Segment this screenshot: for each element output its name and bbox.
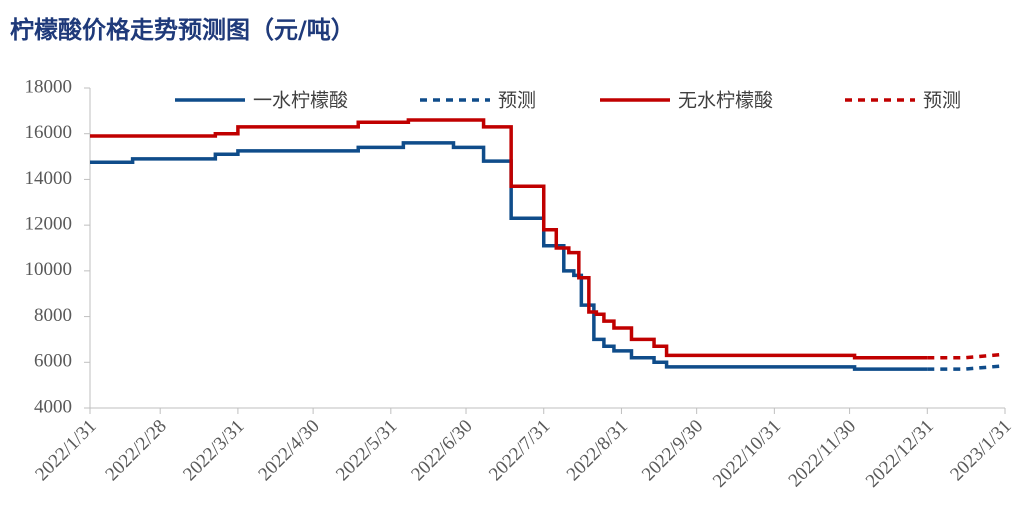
- series-line: [927, 363, 1006, 371]
- series-line: [90, 141, 928, 371]
- y-tick-label: 8000: [34, 305, 72, 326]
- y-tick-label: 16000: [25, 122, 73, 143]
- x-tick-label: 2022/11/30: [785, 416, 861, 492]
- x-tick-label: 2023/1/31: [946, 416, 1012, 485]
- legend-label: 无水柠檬酸: [678, 90, 773, 112]
- x-tick-label: 2022/4/30: [254, 416, 323, 485]
- y-tick-label: 4000: [34, 396, 72, 417]
- chart-title: 柠檬酸价格走势预测图（元/吨）: [10, 16, 355, 44]
- x-tick-label: 2022/8/31: [563, 416, 632, 485]
- x-tick-label: 2022/2/28: [101, 416, 170, 485]
- series-line: [90, 118, 928, 360]
- y-tick-label: 6000: [34, 351, 72, 372]
- x-tick-label: 2022/9/30: [638, 416, 707, 485]
- y-tick-label: 12000: [25, 214, 73, 235]
- legend-label: 一水柠檬酸: [253, 90, 348, 112]
- x-tick-label: 2022/1/31: [31, 416, 100, 485]
- x-tick-label: 2022/3/31: [179, 416, 248, 485]
- y-tick-label: 18000: [25, 76, 73, 97]
- y-tick-label: 14000: [25, 168, 73, 189]
- x-tick-label: 2022/5/31: [332, 416, 401, 485]
- y-tick-label: 10000: [25, 259, 73, 280]
- x-tick-label: 2022/6/30: [407, 416, 476, 485]
- x-tick-label: 2022/12/31: [862, 416, 938, 492]
- x-tick-label: 2022/10/31: [709, 416, 785, 492]
- legend-label: 预测: [923, 90, 961, 112]
- series-line: [927, 352, 1006, 360]
- legend-label: 预测: [498, 90, 536, 112]
- x-tick-label: 2022/7/31: [485, 416, 554, 485]
